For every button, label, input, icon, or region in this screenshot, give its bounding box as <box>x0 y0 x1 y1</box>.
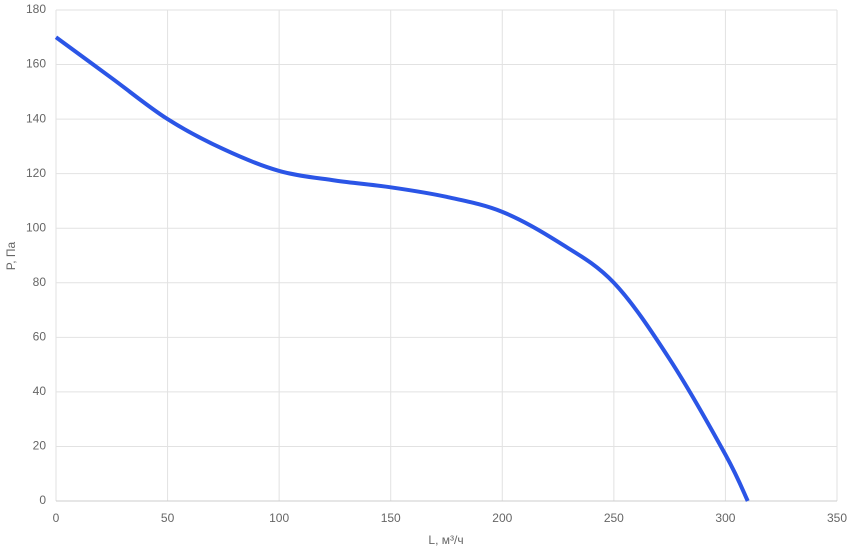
line-series <box>54 35 750 502</box>
x-tick-label: 0 <box>53 511 60 525</box>
x-tick-label: 150 <box>381 511 401 525</box>
x-axis-label: L, м³/ч <box>428 533 463 547</box>
y-tick-label: 100 <box>26 220 46 234</box>
x-tick-label: 350 <box>827 511 847 525</box>
x-tick-label: 300 <box>715 511 735 525</box>
x-tick-label: 200 <box>492 511 512 525</box>
x-tick-label: 50 <box>161 511 175 525</box>
y-tick-label: 80 <box>33 275 47 289</box>
x-tick-label: 100 <box>269 511 289 525</box>
y-tick-label: 120 <box>26 166 46 180</box>
y-axis-label: P, Па <box>4 241 18 270</box>
y-tick-label: 20 <box>33 439 47 453</box>
y-tick-label: 40 <box>33 384 47 398</box>
y-tick-label: 60 <box>33 330 47 344</box>
y-tick-label: 180 <box>26 2 46 16</box>
x-tick-label: 250 <box>604 511 624 525</box>
y-tick-label: 160 <box>26 57 46 71</box>
y-tick-label: 140 <box>26 111 46 125</box>
y-tick-label: 0 <box>39 493 46 507</box>
